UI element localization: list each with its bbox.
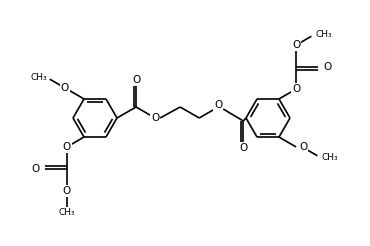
Text: O: O (61, 83, 69, 93)
Text: O: O (151, 113, 159, 123)
Text: CH₃: CH₃ (58, 208, 75, 217)
Text: O: O (323, 62, 332, 72)
Text: O: O (292, 40, 300, 50)
Text: CH₃: CH₃ (30, 73, 47, 82)
Text: CH₃: CH₃ (322, 153, 338, 162)
Text: O: O (214, 100, 222, 110)
Text: CH₃: CH₃ (315, 30, 332, 39)
Text: O: O (239, 143, 248, 153)
Text: O: O (292, 84, 300, 94)
Text: O: O (299, 142, 307, 152)
Text: O: O (31, 164, 40, 174)
Text: O: O (63, 142, 71, 152)
Text: O: O (132, 75, 140, 85)
Text: O: O (63, 186, 71, 196)
